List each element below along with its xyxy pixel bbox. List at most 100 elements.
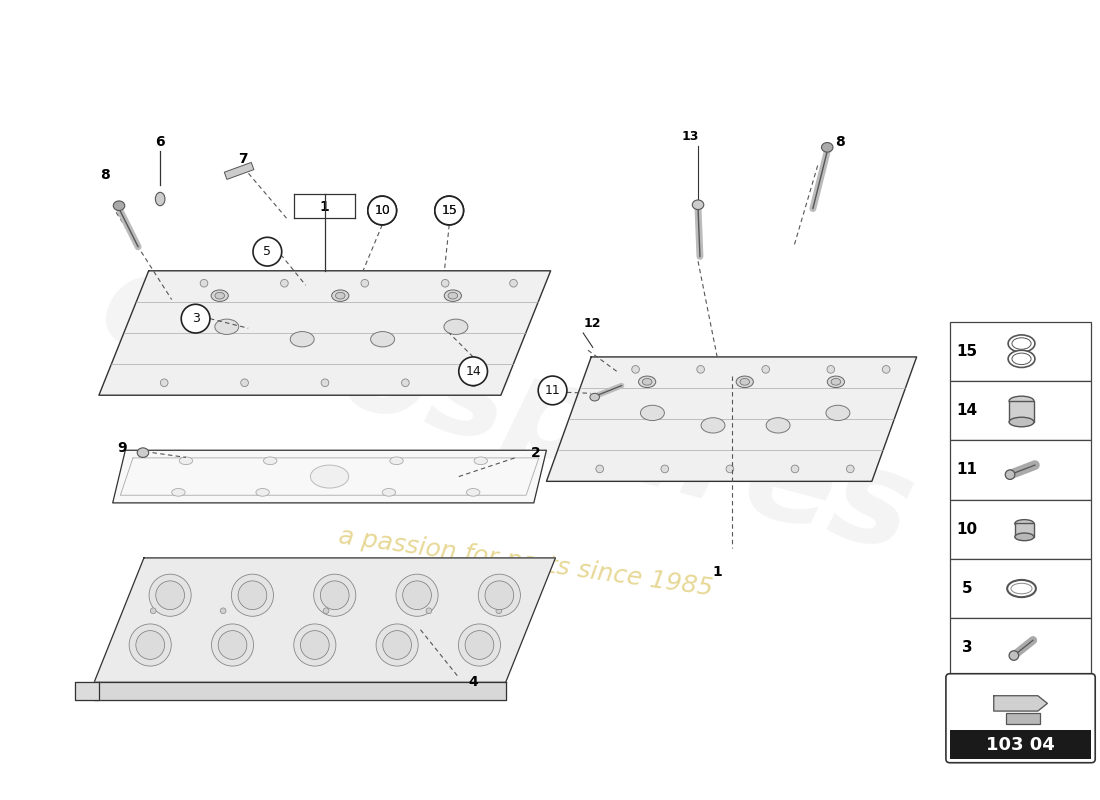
Bar [949, 440, 1091, 499]
Ellipse shape [1009, 650, 1019, 660]
Text: 3: 3 [961, 640, 972, 655]
Ellipse shape [179, 457, 192, 465]
Text: 11: 11 [544, 384, 560, 397]
Text: 4: 4 [469, 675, 478, 690]
Circle shape [156, 581, 185, 610]
Ellipse shape [826, 406, 850, 421]
Circle shape [150, 574, 191, 616]
Circle shape [485, 581, 514, 610]
Text: 10: 10 [956, 522, 978, 537]
Bar [949, 322, 1091, 381]
Bar [1006, 713, 1040, 725]
Ellipse shape [172, 489, 185, 496]
Ellipse shape [827, 376, 845, 387]
Text: 15: 15 [441, 204, 458, 217]
Ellipse shape [474, 457, 487, 465]
Ellipse shape [822, 142, 833, 152]
Polygon shape [95, 682, 506, 699]
Text: 5: 5 [263, 245, 272, 258]
Ellipse shape [256, 489, 270, 496]
Text: 3: 3 [191, 312, 199, 325]
Ellipse shape [310, 465, 349, 488]
Ellipse shape [214, 292, 224, 299]
Circle shape [402, 379, 409, 386]
Ellipse shape [1009, 396, 1034, 406]
Text: 14: 14 [465, 365, 481, 378]
Text: 15: 15 [956, 344, 978, 358]
Ellipse shape [155, 192, 165, 206]
Circle shape [280, 279, 288, 287]
Ellipse shape [382, 489, 396, 496]
Circle shape [376, 624, 418, 666]
Circle shape [220, 608, 225, 614]
Ellipse shape [371, 331, 395, 347]
Text: 14: 14 [956, 403, 978, 418]
Circle shape [320, 581, 349, 610]
Circle shape [459, 357, 487, 386]
Text: 10: 10 [374, 204, 390, 217]
Text: 103 04: 103 04 [987, 735, 1055, 754]
Circle shape [200, 279, 208, 287]
Circle shape [253, 238, 282, 266]
Ellipse shape [444, 290, 462, 302]
Bar [949, 618, 1091, 678]
Circle shape [847, 465, 854, 473]
Bar [949, 730, 1091, 759]
Text: 7: 7 [239, 152, 249, 166]
Circle shape [631, 366, 639, 374]
Circle shape [294, 624, 335, 666]
Polygon shape [75, 682, 99, 699]
Circle shape [231, 574, 274, 616]
Circle shape [762, 366, 770, 374]
Ellipse shape [766, 418, 790, 433]
Circle shape [361, 279, 368, 287]
Circle shape [478, 574, 520, 616]
Ellipse shape [640, 406, 664, 421]
Polygon shape [99, 270, 551, 395]
Circle shape [496, 608, 502, 614]
Circle shape [182, 304, 210, 333]
Circle shape [441, 279, 449, 287]
Circle shape [827, 366, 835, 374]
Ellipse shape [1005, 470, 1015, 479]
Text: 13: 13 [682, 130, 700, 143]
Ellipse shape [1008, 335, 1035, 352]
Circle shape [470, 379, 477, 386]
Circle shape [367, 196, 397, 225]
Text: 6: 6 [155, 134, 165, 149]
Circle shape [321, 379, 329, 386]
Circle shape [426, 608, 432, 614]
Circle shape [211, 624, 254, 666]
Ellipse shape [736, 376, 754, 387]
Text: 1: 1 [320, 200, 330, 214]
Circle shape [791, 465, 799, 473]
Text: 5: 5 [961, 581, 972, 596]
Text: 8: 8 [100, 168, 110, 182]
Text: 1: 1 [713, 566, 722, 579]
Ellipse shape [444, 319, 468, 334]
Ellipse shape [642, 378, 652, 385]
Ellipse shape [332, 290, 349, 302]
Circle shape [241, 379, 249, 386]
Ellipse shape [692, 200, 704, 210]
Ellipse shape [832, 378, 840, 385]
Circle shape [459, 624, 500, 666]
Circle shape [161, 379, 168, 386]
Ellipse shape [1015, 520, 1034, 527]
Bar [1009, 401, 1034, 422]
Ellipse shape [1015, 533, 1034, 541]
Circle shape [383, 630, 411, 659]
Circle shape [367, 196, 397, 225]
Ellipse shape [740, 378, 749, 385]
Ellipse shape [638, 376, 656, 387]
Ellipse shape [590, 394, 600, 401]
Circle shape [596, 465, 604, 473]
Polygon shape [112, 450, 547, 503]
Circle shape [300, 630, 329, 659]
Ellipse shape [466, 489, 480, 496]
Text: 2: 2 [530, 446, 540, 460]
Ellipse shape [701, 418, 725, 433]
Ellipse shape [113, 201, 124, 210]
Ellipse shape [214, 319, 239, 334]
Ellipse shape [211, 290, 229, 302]
